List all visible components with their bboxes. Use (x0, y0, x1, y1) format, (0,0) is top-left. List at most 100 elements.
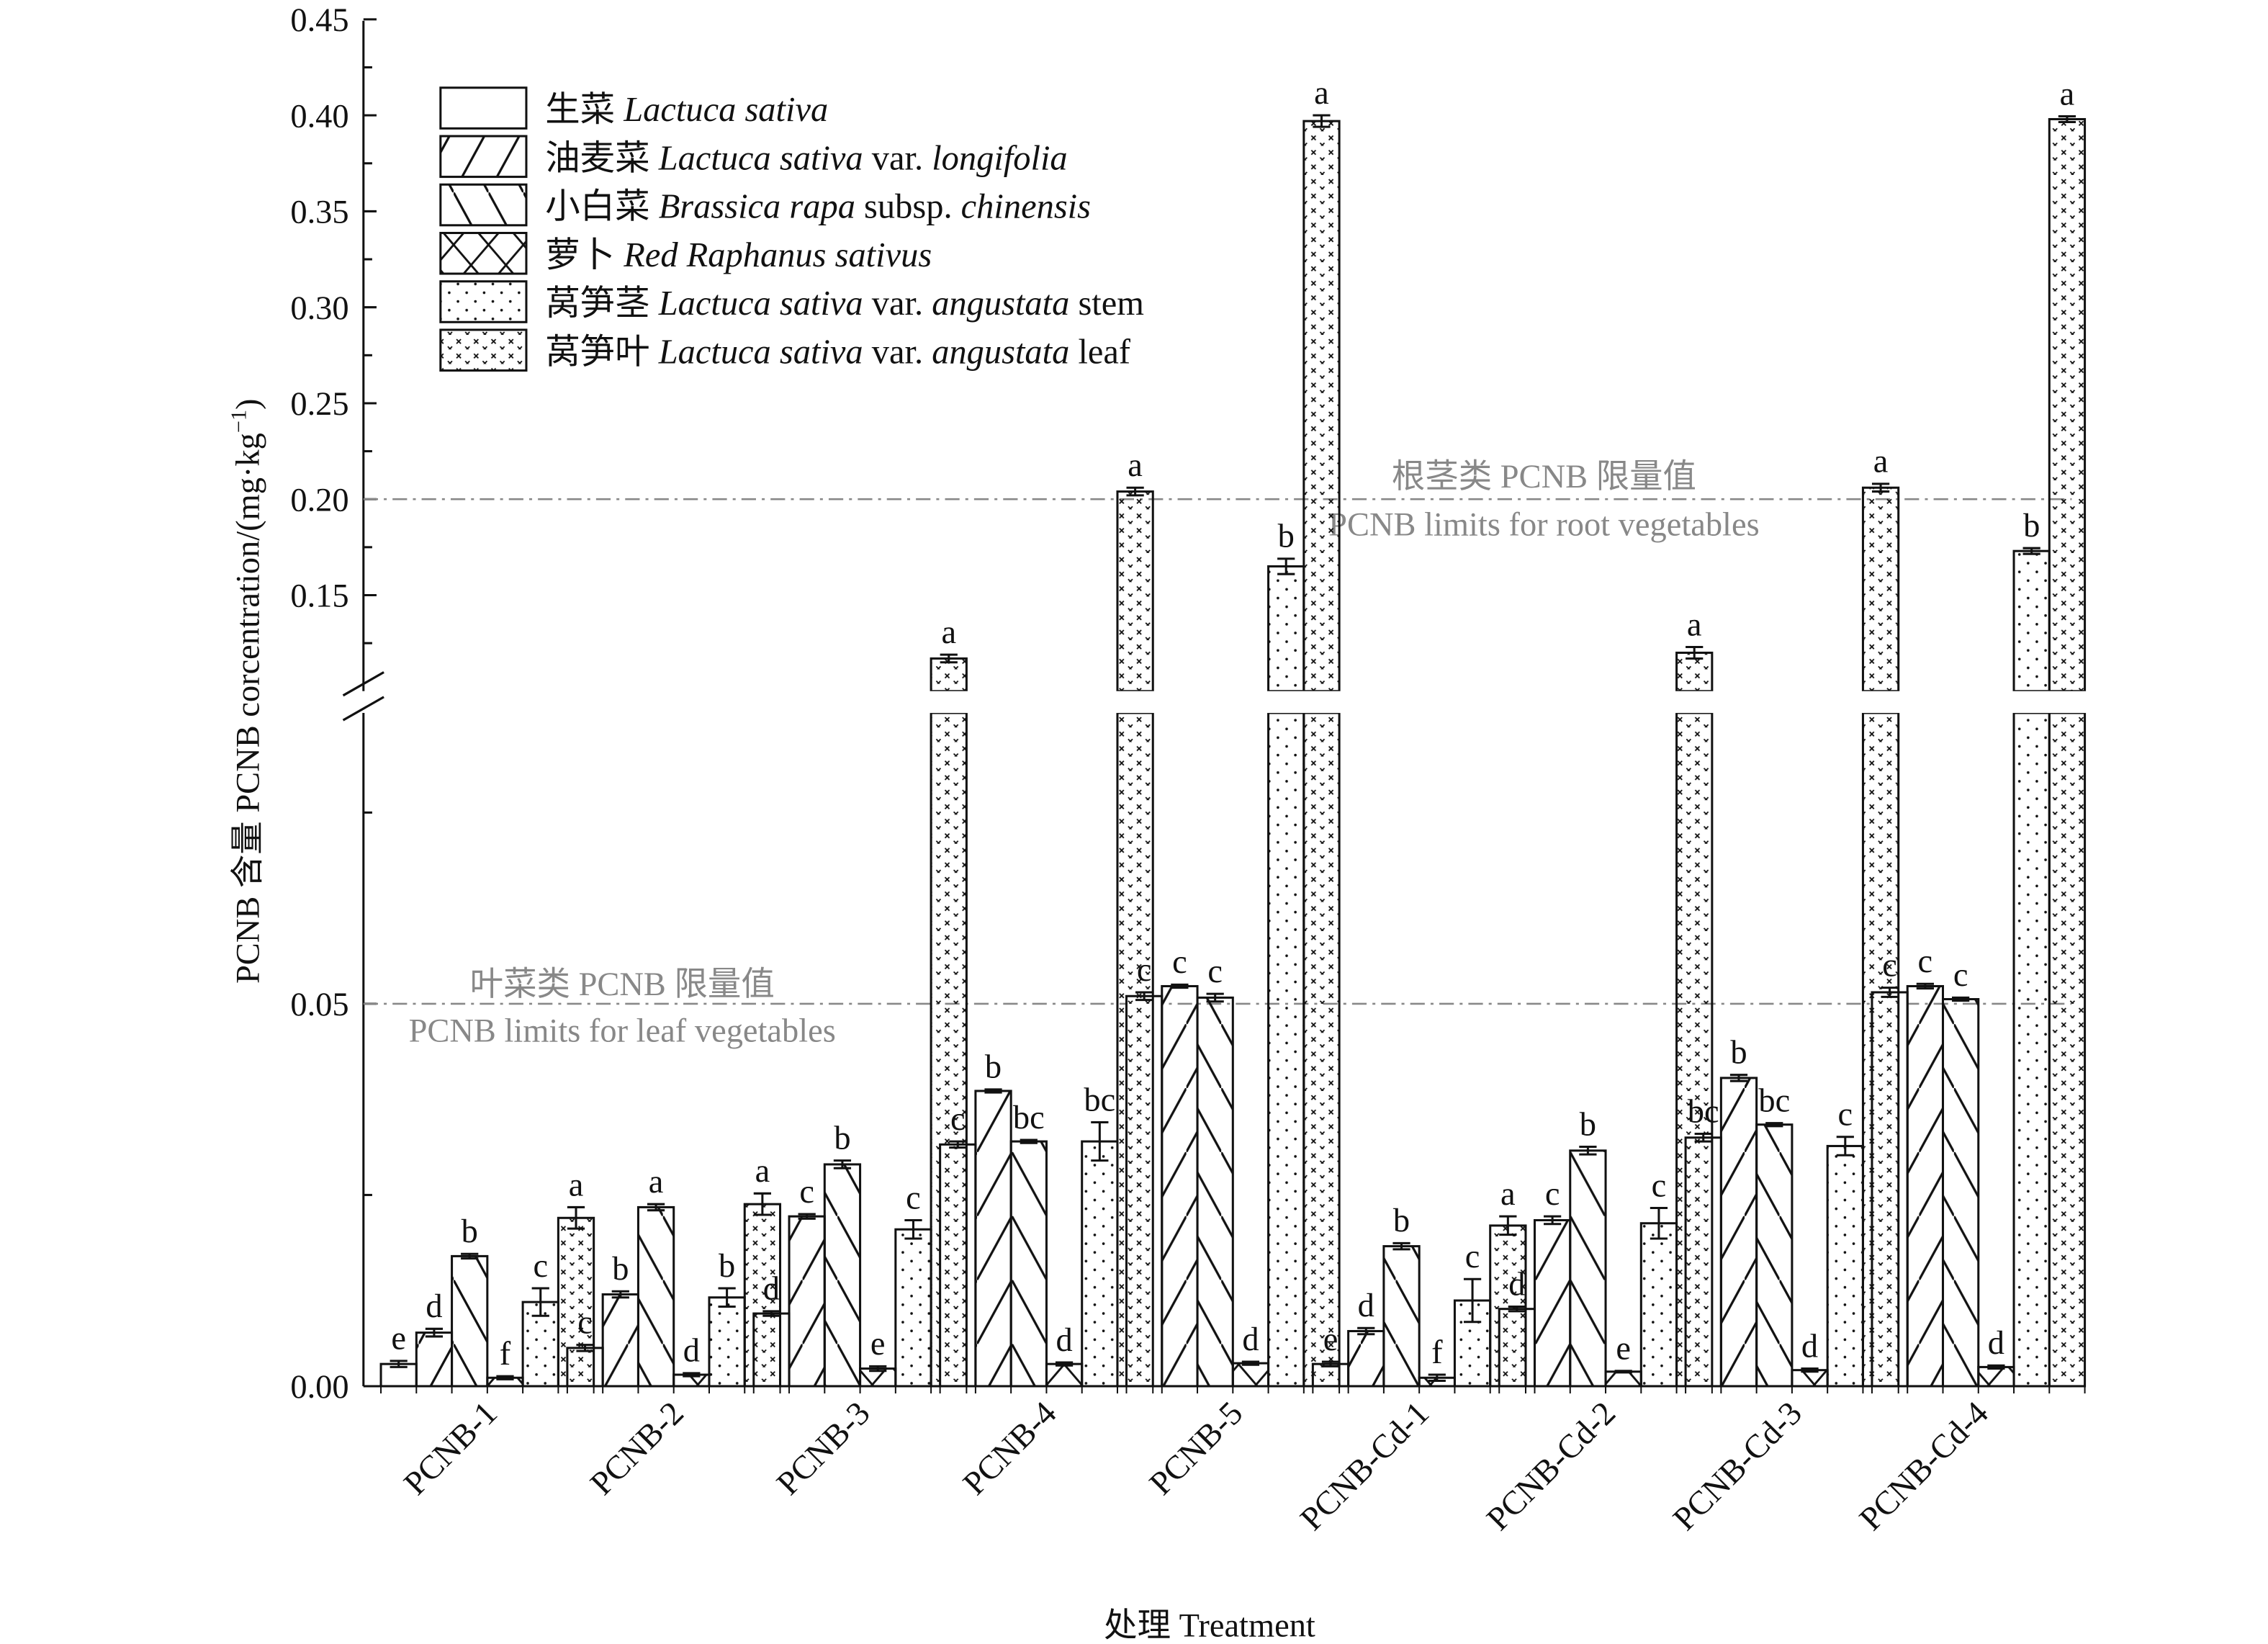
bar (451, 1254, 489, 1388)
bar (1941, 998, 1980, 1388)
legend-label-part: leaf (1069, 333, 1131, 371)
bar-group-item: e (379, 1321, 418, 1388)
error-bar (1206, 992, 1224, 1003)
bar-break-gap (1302, 691, 1341, 714)
error-bar (461, 1252, 479, 1260)
x-tick-label: PCNB-4 (956, 1395, 1063, 1502)
error-bar (531, 1287, 549, 1317)
significance-letter: bc (1758, 1082, 1790, 1119)
error-bar (904, 1218, 922, 1240)
error-bar (1171, 983, 1189, 989)
bar-break-gap (1266, 691, 1305, 714)
bar-group-item: b (1719, 1035, 1758, 1388)
significance-letter: a (1314, 75, 1329, 112)
legend-swatch (439, 86, 528, 130)
bar (1977, 1365, 2015, 1388)
y-axis-label: PCNB 含量 PCNB corcentration/(mg·kg−1) (226, 398, 266, 984)
bar-group-item: c (1161, 944, 1199, 1388)
error-bar (425, 1327, 444, 1338)
bar (1639, 1222, 1678, 1388)
bar-group-item: a (557, 1167, 595, 1388)
limit-label-cn: 根茎类 PCNB 限量值 (1392, 459, 1696, 495)
significance-letter: bc (1013, 1100, 1045, 1136)
bar-group-item: bc (1755, 1082, 1794, 1388)
significance-letter: a (1500, 1176, 1516, 1213)
legend-label-part: var. (863, 139, 932, 177)
significance-letter: b (719, 1248, 735, 1285)
bar-lower-segment (930, 711, 968, 1388)
x-axis-label: 处理 Treatment (1104, 1607, 1315, 1644)
bar (1604, 1370, 1642, 1388)
bar-group-item: b (708, 1248, 746, 1388)
legend-label-part: Red Raphanus sativus (623, 236, 932, 274)
legend-swatch (439, 328, 528, 372)
y-tick-label: 0.40 (290, 98, 348, 135)
bar-group-item: d (1347, 1288, 1385, 1388)
error-bar (1357, 1326, 1375, 1336)
bar-break-gap (1115, 691, 1155, 714)
significance-letter: f (1431, 1334, 1443, 1371)
bar-group-item: c (1533, 1176, 1572, 1388)
bar-group-item: f (486, 1336, 524, 1388)
bar (636, 1205, 675, 1388)
legend-label-part: 萝卜 (545, 236, 624, 274)
significance-letter: d (1242, 1321, 1259, 1358)
significance-letter: e (391, 1321, 406, 1357)
legend-label-part: angustata (932, 333, 1069, 371)
bar (1719, 1077, 1758, 1388)
legend-label: 油麦菜 Lactuca sativa var. longifolia (545, 139, 1067, 177)
significance-letter: c (1207, 953, 1223, 990)
error-bar (1871, 482, 1890, 493)
bar-group-item: a (1302, 75, 1341, 1388)
bar (894, 1228, 932, 1388)
y-tick-label: 0.45 (290, 2, 348, 39)
y-axis-label-superscript: −1 (226, 410, 251, 433)
bar-group-item: c (1639, 1167, 1678, 1388)
bar (557, 1216, 595, 1388)
bar-group-item: b (451, 1213, 489, 1388)
error-bar (1544, 1215, 1562, 1226)
bar-group-item: d (1977, 1325, 2015, 1388)
significance-letter: b (1730, 1035, 1747, 1072)
bar-break-gap (1675, 691, 1714, 714)
legend-label-part: Lactuca sativa (658, 139, 863, 177)
bar (1009, 1140, 1048, 1388)
bar (1906, 984, 1945, 1388)
bar (601, 1293, 639, 1388)
error-bar (2058, 114, 2076, 123)
bar-group-item: a (1115, 447, 1155, 1388)
bar-group-item: d (1791, 1328, 1829, 1388)
limit-label-en: PCNB limits for root vegetables (1328, 507, 1759, 544)
legend-label-part: 莴笋茎 (545, 284, 658, 323)
significance-letter: e (1616, 1331, 1631, 1367)
legend: 生菜 Lactuca sativa 油麦菜 Lactuca sativa var.… (439, 86, 1144, 372)
significance-letter: f (500, 1336, 511, 1373)
error-bar (718, 1287, 736, 1308)
bar-group-item: d (1045, 1322, 1084, 1388)
bar-group-item: c (1941, 957, 1980, 1388)
bar (1826, 1144, 1864, 1388)
significance-letter: d (683, 1333, 700, 1370)
bar-group-item: bc (1081, 1082, 1119, 1388)
bar (1161, 984, 1199, 1388)
significance-letter: c (1545, 1176, 1560, 1213)
significance-letter: a (649, 1164, 664, 1200)
bar-group-item: a (1861, 444, 1900, 1388)
significance-letter: c (1837, 1097, 1853, 1133)
significance-letter: b (612, 1251, 629, 1288)
bar (1347, 1329, 1385, 1388)
bar-group-item: c (788, 1174, 826, 1388)
error-bar (1313, 114, 1331, 128)
error-bar (1277, 557, 1295, 575)
bar-break-gap (1861, 691, 1900, 714)
error-bar (1241, 1360, 1260, 1366)
legend-swatch (439, 183, 528, 227)
significance-letter: c (1918, 943, 1933, 980)
significance-letter: a (569, 1167, 584, 1203)
legend-label: 萝卜 Red Raphanus sativus (545, 236, 932, 274)
significance-letter: a (1873, 444, 1889, 480)
reference-lines: 根茎类 PCNB 限量值 PCNB limits for root vegetab… (363, 459, 2072, 1049)
error-bar (1729, 1074, 1748, 1082)
error-bar (1463, 1277, 1482, 1324)
legend-label: 生菜 Lactuca sativa (545, 91, 828, 129)
